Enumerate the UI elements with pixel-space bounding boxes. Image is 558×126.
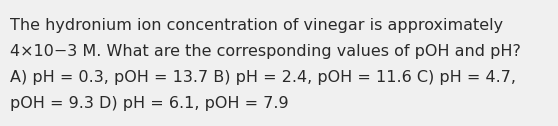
Text: pOH = 9.3 D) pH = 6.1, pOH = 7.9: pOH = 9.3 D) pH = 6.1, pOH = 7.9 — [10, 96, 288, 111]
Text: The hydronium ion concentration of vinegar is approximately: The hydronium ion concentration of vineg… — [10, 18, 503, 33]
Text: A) pH = 0.3, pOH = 13.7 B) pH = 2.4, pOH = 11.6 C) pH = 4.7,: A) pH = 0.3, pOH = 13.7 B) pH = 2.4, pOH… — [10, 70, 516, 85]
Text: 4×10−3 M. What are the corresponding values of pOH and pH?: 4×10−3 M. What are the corresponding val… — [10, 44, 521, 59]
